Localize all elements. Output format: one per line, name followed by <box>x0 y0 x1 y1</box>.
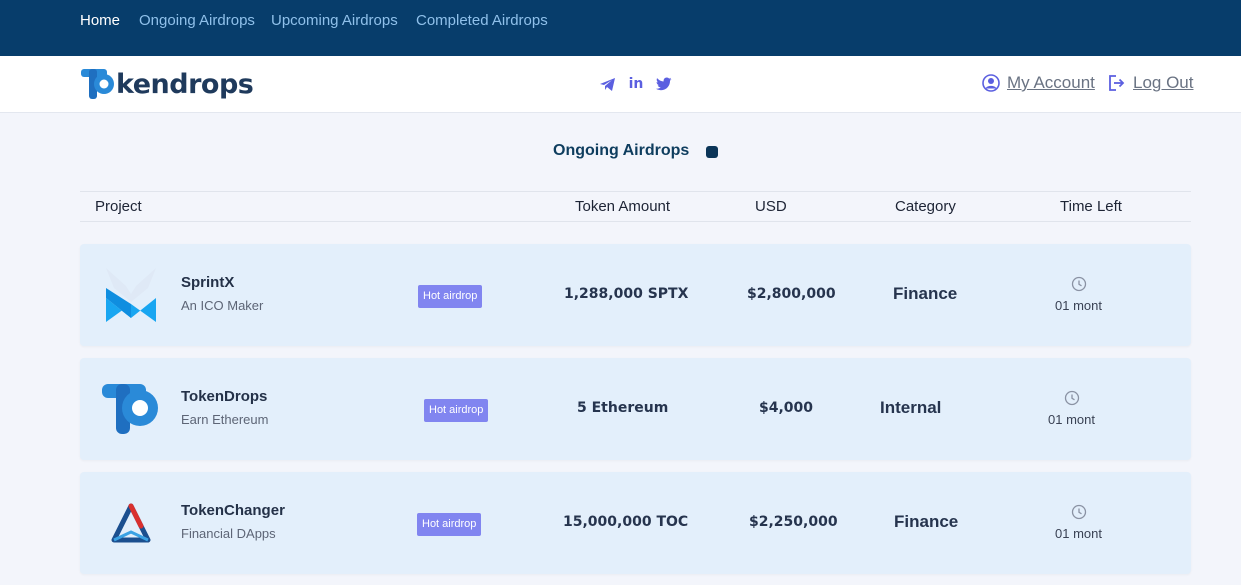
token-amount: 5 Ethereum <box>577 400 669 416</box>
category: Finance <box>893 284 958 303</box>
nav-ongoing-airdrops[interactable]: Ongoing Airdrops <box>139 12 255 29</box>
token-amount: 1,288,000 SPTX <box>564 286 689 302</box>
log-out-label: Log Out <box>1133 73 1194 92</box>
hot-airdrop-badge: Hot airdrop <box>417 513 482 536</box>
time-left: 01 mont <box>1055 298 1102 313</box>
logout-icon <box>1108 74 1126 92</box>
table-row[interactable]: SprintX An ICO Maker Hot airdrop 1,288,0… <box>80 244 1191 346</box>
my-account-link[interactable]: My Account <box>982 73 1095 93</box>
project-name: TokenDrops <box>181 388 268 405</box>
table-header: Project Token Amount USD Category Time L… <box>80 191 1191 222</box>
tokendrops-project-logo <box>102 384 158 434</box>
time-left: 01 mont <box>1055 526 1102 541</box>
my-account-label: My Account <box>1007 73 1095 92</box>
tokenchanger-logo <box>111 503 151 543</box>
linkedin-icon[interactable]: in <box>628 76 644 92</box>
project-subtitle: Earn Ethereum <box>181 412 269 427</box>
top-navigation: Home Ongoing Airdrops Upcoming Airdrops … <box>0 0 1241 56</box>
usd-value: $2,800,000 <box>747 286 836 302</box>
sprintx-logo <box>106 268 156 322</box>
usd-value: $4,000 <box>759 400 814 416</box>
section-title: Ongoing Airdrops <box>553 142 690 159</box>
clock-icon <box>1064 390 1080 406</box>
usd-value: $2,250,000 <box>749 514 838 530</box>
clock-icon <box>1071 504 1087 520</box>
token-amount: 15,000,000 TOC <box>563 514 689 530</box>
log-out-link[interactable]: Log Out <box>1108 73 1194 93</box>
column-header-category: Category <box>895 198 956 215</box>
project-name: SprintX <box>181 274 235 291</box>
hot-airdrop-badge: Hot airdrop <box>418 285 483 308</box>
time-left: 01 mont <box>1048 412 1095 427</box>
category: Internal <box>880 398 942 417</box>
column-header-project: Project <box>95 198 142 215</box>
column-header-time-left: Time Left <box>1060 198 1122 215</box>
table-row[interactable]: TokenDrops Earn Ethereum Hot airdrop 5 E… <box>80 358 1191 460</box>
logo-text: kendrops <box>116 68 254 100</box>
hot-airdrop-badge: Hot airdrop <box>424 399 489 422</box>
twitter-icon[interactable] <box>654 74 674 94</box>
nav-upcoming-airdrops[interactable]: Upcoming Airdrops <box>271 12 398 29</box>
category: Finance <box>894 512 959 531</box>
nav-home[interactable]: Home <box>80 12 121 29</box>
square-icon <box>706 146 718 158</box>
telegram-icon[interactable] <box>597 74 617 94</box>
nav-completed-airdrops[interactable]: Completed Airdrops <box>416 12 548 29</box>
clock-icon <box>1071 276 1087 292</box>
project-name: TokenChanger <box>181 502 285 519</box>
project-subtitle: An ICO Maker <box>181 298 264 313</box>
column-header-token-amount: Token Amount <box>575 198 671 215</box>
column-header-usd: USD <box>755 198 787 215</box>
table-row[interactable]: TokenChanger Financial DApps Hot airdrop… <box>80 472 1191 574</box>
user-circle-icon <box>982 74 1000 92</box>
site-header: kendrops in My Account Log Out <box>0 56 1241 113</box>
project-subtitle: Financial DApps <box>181 526 276 541</box>
tokendrops-logo[interactable]: kendrops <box>80 66 254 102</box>
logo-mark-icon <box>81 69 114 99</box>
